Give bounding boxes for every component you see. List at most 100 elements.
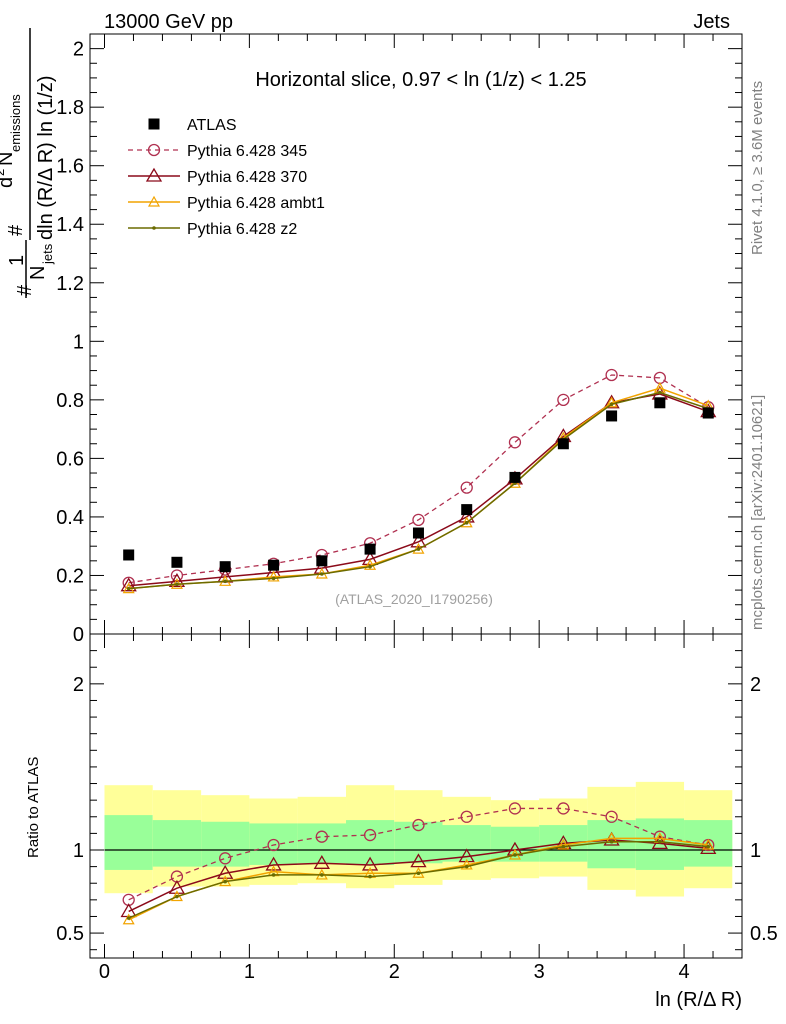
main-z2-point bbox=[223, 579, 227, 584]
y-tick-label: 0.2 bbox=[56, 565, 84, 587]
ratio-p345-point bbox=[363, 828, 377, 842]
main-atlas-point bbox=[509, 471, 521, 483]
ylabel-num-d: d bbox=[0, 177, 17, 188]
main-ambt1-point bbox=[267, 570, 280, 582]
ratio-band-inner bbox=[104, 815, 153, 870]
ratio-z2-point bbox=[320, 873, 324, 877]
main-atlas-point bbox=[412, 527, 424, 539]
header-right: Jets bbox=[693, 11, 730, 33]
ratio-band-inner bbox=[152, 820, 202, 867]
ratio-z2-point bbox=[561, 844, 566, 849]
ratio-z2-point bbox=[464, 864, 469, 869]
main-z2-point bbox=[368, 564, 372, 569]
x-tick-label: 1 bbox=[244, 961, 255, 983]
y-tick-label-right: 2 bbox=[750, 674, 761, 696]
main-atlas-point bbox=[268, 559, 280, 571]
ratio-p345-point bbox=[605, 810, 618, 823]
main-panel-axes: 0 0.2 0.4 0.6 0.8 1 1.2 1.4 1.6 1.8 2 bbox=[56, 33, 743, 646]
rivet-label: Rivet 4.1.0, ≥ 3.6M events bbox=[749, 81, 766, 255]
ratio-p345-point bbox=[267, 838, 280, 852]
ratio-panel-axes: 0 1 2 3 4 0.5 0.5 1 1 2 2 bbox=[56, 633, 778, 983]
ratio-p370-point bbox=[410, 853, 427, 868]
main-atlas-point bbox=[219, 561, 231, 573]
y-tick-label: 1.6 bbox=[56, 156, 84, 178]
header-left: 13000 GeV pp bbox=[104, 11, 233, 33]
ratio-p370-point bbox=[458, 848, 475, 863]
main-z2-point bbox=[464, 520, 469, 525]
main-z2-line bbox=[128, 391, 709, 590]
ratio-band-inner bbox=[635, 818, 685, 870]
main-ambt1-point bbox=[460, 516, 473, 528]
main-p370-point bbox=[168, 573, 186, 587]
ratio-p370-point bbox=[265, 856, 282, 871]
ratio-bands bbox=[104, 781, 733, 897]
main-p345-point bbox=[557, 393, 570, 407]
main-atlas-point bbox=[123, 549, 135, 561]
main-atlas-point bbox=[557, 438, 569, 450]
ratio-p345-line bbox=[128, 807, 709, 901]
ratio-z2-point bbox=[513, 853, 517, 857]
y-tick-label: 1.8 bbox=[56, 97, 84, 119]
ratio-z2-point bbox=[271, 873, 276, 877]
ratio-p370-point bbox=[313, 855, 330, 869]
y-tick-label: 1.2 bbox=[56, 273, 84, 295]
ratio-p345-point bbox=[412, 818, 425, 832]
main-atlas-point bbox=[461, 504, 473, 516]
y-tick-label: 0.4 bbox=[56, 507, 84, 529]
main-p370-point bbox=[361, 551, 379, 566]
x-axis-label: ln (R/Δ R) bbox=[655, 989, 742, 1011]
ratio-z2-point bbox=[368, 874, 372, 879]
ratio-z2-point bbox=[175, 894, 179, 899]
main-atlas-point bbox=[702, 407, 714, 419]
main-ambt1-point bbox=[605, 396, 618, 408]
ratio-p370-point bbox=[361, 856, 379, 871]
x-tick-label: 2 bbox=[389, 961, 400, 983]
ratio-z2-point bbox=[609, 839, 614, 844]
y-tick-label: 0.6 bbox=[56, 448, 84, 470]
y-tick-label: 1 bbox=[73, 840, 84, 862]
legend: ATLAS Pythia 6.428 345 Pythia 6.428 370 Pyt… bbox=[128, 117, 325, 238]
main-z2-point bbox=[271, 576, 276, 581]
ylabel-num-n: N bbox=[0, 152, 17, 166]
ratio-y-label: Ratio to ATLAS bbox=[25, 757, 42, 858]
legend-z2-label: Pythia 6.428 z2 bbox=[187, 221, 297, 238]
ratio-ambt1-point bbox=[122, 913, 135, 925]
ylabel-num-exp: 2 bbox=[0, 169, 7, 176]
y-tick-label: 1.4 bbox=[56, 214, 84, 236]
ratio-z2-point bbox=[126, 916, 131, 920]
ratio-p345-point bbox=[508, 802, 522, 815]
main-z2-point bbox=[320, 572, 324, 576]
ylabel-num-sub: emissions bbox=[8, 94, 23, 152]
main-y-axis-label: # 1 N jets # d 2 N emissions dln (R/Δ R)… bbox=[0, 28, 57, 298]
main-ambt1-point bbox=[364, 558, 377, 570]
main-z2-point bbox=[658, 390, 662, 395]
legend-p370-label: Pythia 6.428 370 bbox=[187, 169, 307, 186]
main-atlas-point bbox=[171, 556, 183, 568]
x-tick-label: 0 bbox=[99, 961, 110, 983]
y-tick-label: 0.5 bbox=[56, 923, 84, 945]
y-tick-label: 1 bbox=[73, 331, 84, 353]
ratio-band-inner bbox=[394, 821, 443, 864]
main-z2-point bbox=[416, 547, 421, 551]
legend-data-label: ATLAS bbox=[187, 117, 237, 134]
main-atlas-point bbox=[606, 410, 618, 422]
ylabel-den: dln (R/Δ R) ln (1/z) bbox=[35, 75, 57, 240]
ratio-band-inner bbox=[201, 821, 250, 867]
legend-atlas-marker bbox=[148, 118, 160, 130]
main-p345-point bbox=[412, 513, 425, 527]
ylabel-inv: 1 bbox=[6, 255, 28, 266]
main-p370-point bbox=[120, 577, 137, 592]
y-tick-label: 2 bbox=[73, 39, 84, 61]
ylabel-hash-1: # bbox=[14, 284, 36, 296]
y-tick-label-right: 1 bbox=[750, 840, 761, 862]
legend-p345-marker bbox=[147, 143, 161, 157]
x-tick-label: 4 bbox=[678, 961, 689, 983]
main-ambt1-point bbox=[412, 542, 425, 554]
ratio-z2-point bbox=[706, 844, 711, 849]
main-title: Horizontal slice, 0.97 < ln (1/z) < 1.25 bbox=[255, 69, 586, 91]
main-atlas-point bbox=[316, 555, 328, 567]
ratio-panel-series bbox=[120, 802, 717, 925]
legend-ambt1-label: Pythia 6.428 ambt1 bbox=[187, 195, 325, 212]
ratio-z2-point bbox=[223, 879, 227, 884]
